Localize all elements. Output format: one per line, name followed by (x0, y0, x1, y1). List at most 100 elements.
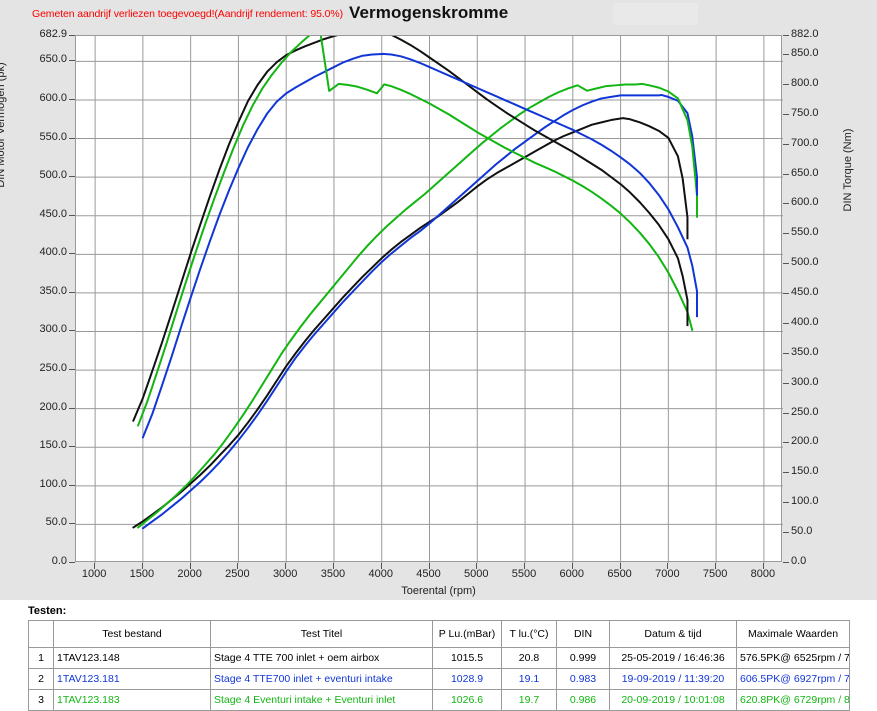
y-left-tick-mark (69, 35, 75, 36)
cell-din: 0.999 (556, 647, 610, 669)
x-tick-label: 2500 (225, 568, 250, 580)
y-right-tick-label: 550.0 (791, 226, 819, 239)
drivetrain-loss-warning: Gemeten aandrijf verliezen toegevoegd!(A… (32, 8, 344, 20)
th-plu: P Lu.(mBar) (432, 620, 502, 648)
x-tick-mark (715, 563, 717, 569)
y-right-tick-mark (783, 502, 789, 504)
cell-file: 1TAV123.148 (53, 647, 211, 669)
x-tick-label: 7000 (655, 568, 680, 580)
x-tick-label: 4500 (416, 568, 441, 580)
y-left-tick-label: 0.0 (51, 555, 67, 567)
table-row[interactable]: 1 1TAV123.148 Stage 4 TTE 700 inlet + oem … (28, 647, 850, 669)
tests-table-section: Testen: Test bestand Test Titel P Lu.(mB… (0, 600, 877, 711)
th-din: DIN (556, 620, 610, 648)
cell-title: Stage 4 Eventuri intake + Eventuri inlet (210, 689, 433, 711)
curve-run3-right (137, 36, 694, 427)
y-left-tick-mark (69, 214, 75, 216)
chart-topbar: Gemeten aandrijf verliezen toegevoegd!(A… (0, 0, 877, 26)
y-right-tick-mark (783, 532, 789, 534)
y-left-tick-label: 682.9 (39, 28, 67, 40)
cell-tlu: 20.8 (501, 647, 557, 669)
y-right-tick-label: 0.0 (791, 555, 807, 567)
table-row[interactable]: 2 1TAV123.181 Stage 4 TTE700 inlet + event… (28, 668, 850, 690)
y-right-tick-label: 850.0 (791, 47, 819, 60)
cell-max-values: 576.5PK@ 6525rpm / 753.6Nm@ 3863rpm (736, 647, 850, 669)
x-tick-mark (667, 563, 669, 569)
tests-table-head: Test bestand Test Titel P Lu.(mBar) T lu… (28, 620, 850, 648)
x-tick-mark (524, 563, 526, 569)
y-right-tick-label: 350.0 (791, 345, 819, 358)
y-left-tick-mark (69, 330, 75, 332)
y-left-tick-label: 50.0 (45, 516, 67, 529)
cell-datetime: 25-05-2019 / 16:46:36 (609, 647, 737, 669)
table-header-row: Test bestand Test Titel P Lu.(mBar) T lu… (28, 620, 850, 648)
y-right-tick-mark (783, 203, 789, 205)
y-axis-left-label: DIN Motor Vermogen (pk) (0, 62, 7, 188)
cell-index: 1 (28, 647, 54, 669)
th-date: Datum & tijd (609, 620, 737, 648)
tests-table: Test bestand Test Titel P Lu.(mBar) T lu… (28, 620, 850, 711)
th-max: Maximale Waarden (736, 620, 850, 648)
y-left-tick-label: 600.0 (39, 91, 67, 104)
curve-run1-right (132, 36, 689, 422)
x-tick-mark (428, 563, 430, 569)
cell-max-values: 620.8PK@ 6729rpm / 801.8Nm@ 4025rpm (736, 689, 850, 711)
curve-run1-left (132, 117, 689, 529)
x-tick-mark (285, 563, 287, 569)
y-right-tick-label: 50.0 (791, 525, 813, 538)
y-left-tick-mark (69, 98, 75, 100)
y-right-tick-label: 400.0 (791, 315, 819, 328)
y-right-tick-mark (783, 293, 789, 295)
y-right-tick-label: 650.0 (791, 166, 819, 179)
y-left-tick-label: 100.0 (39, 477, 67, 490)
x-tick-mark (762, 563, 764, 569)
y-left-tick-label: 500.0 (39, 169, 67, 182)
cell-plu: 1026.6 (432, 689, 502, 711)
y-right-tick-label: 700.0 (791, 136, 819, 149)
y-left-tick-label: 250.0 (39, 362, 67, 375)
y-left-tick-mark (69, 60, 75, 62)
y-right-tick-mark (783, 263, 789, 265)
y-right-tick-mark (783, 233, 789, 235)
gridlines (76, 36, 783, 563)
curve-run2-right (141, 52, 699, 439)
y-left-tick-mark (69, 446, 75, 448)
x-tick-label: 8000 (750, 568, 776, 580)
x-tick-label: 1500 (129, 568, 155, 580)
cell-plu: 1015.5 (432, 647, 502, 669)
table-row[interactable]: 3 1TAV123.183 Stage 4 Eventuri intake + Ev… (28, 689, 850, 711)
y-right-tick-mark (783, 322, 789, 324)
x-tick-label: 6500 (607, 568, 632, 580)
y-right-tick-label: 882.0 (791, 28, 819, 40)
x-tick-label: 4000 (368, 568, 393, 580)
x-axis-label: Toerental (rpm) (401, 585, 476, 597)
y-right-tick-mark (783, 143, 789, 145)
x-tick-mark (380, 563, 382, 569)
th-index (28, 620, 54, 648)
y-right-tick-mark (783, 173, 789, 175)
y-left-tick-label: 350.0 (39, 284, 67, 297)
cell-tlu: 19.7 (501, 689, 557, 711)
y-right-tick-label: 150.0 (791, 465, 819, 478)
plot-area[interactable] (75, 35, 783, 563)
y-right-tick-label: 300.0 (791, 375, 819, 388)
x-tick-label: 5000 (464, 568, 489, 580)
y-left-tick-mark (69, 253, 75, 255)
y-left-tick-label: 450.0 (39, 207, 67, 220)
y-right-tick-mark (783, 412, 789, 414)
y-left-tick-label: 650.0 (39, 53, 67, 66)
x-tick-label: 3000 (272, 568, 298, 580)
curve-run3-left (137, 82, 699, 529)
chart-title: Vermogenskromme (349, 3, 509, 22)
x-tick-mark (332, 563, 334, 569)
x-tick-label: 7500 (702, 568, 728, 580)
y-right-tick-label: 600.0 (791, 196, 819, 209)
y-right-tick-mark (783, 472, 789, 474)
chart-panel: Gemeten aandrijf verliezen toegevoegd!(A… (0, 0, 877, 601)
y-right-tick-label: 750.0 (791, 106, 819, 119)
cell-title: Stage 4 TTE700 inlet + eventuri intake (210, 668, 433, 690)
y-right-tick-label: 100.0 (791, 495, 819, 508)
cell-index: 2 (28, 668, 54, 690)
y-right-tick-mark (783, 54, 789, 56)
x-tick-mark (237, 563, 239, 569)
